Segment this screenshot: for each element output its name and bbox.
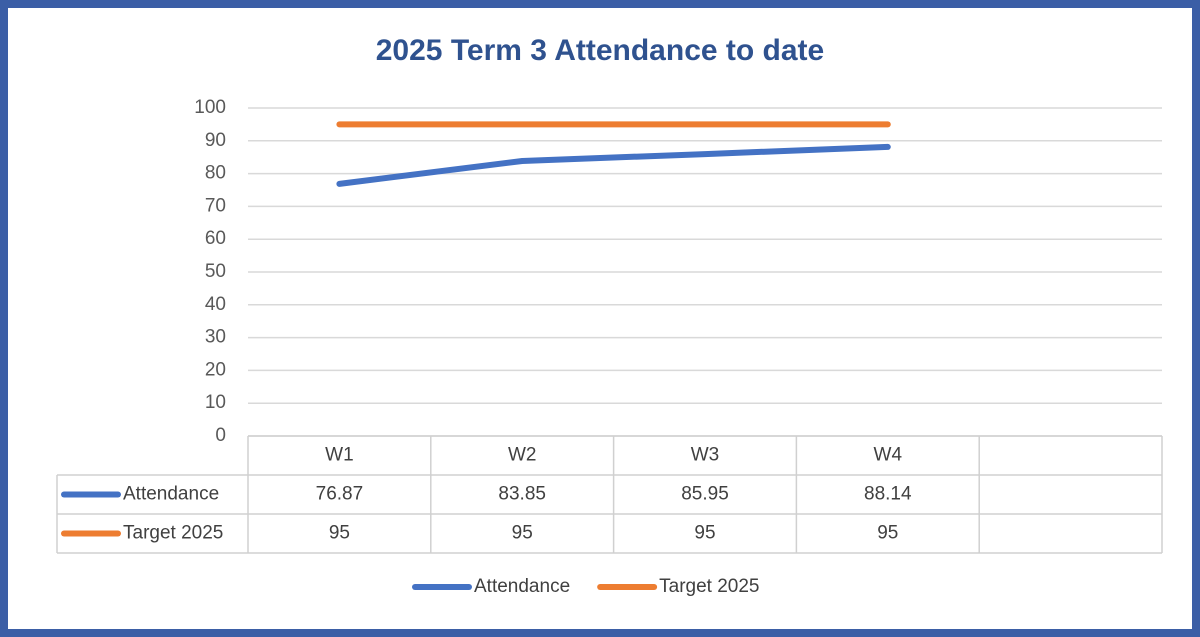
x-tick-label: W2 (508, 445, 537, 466)
y-tick-label: 40 (205, 294, 226, 315)
table-cell: 76.87 (316, 484, 364, 505)
y-tick-label: 10 (205, 392, 226, 413)
table-series-name: Target 2025 (123, 523, 223, 544)
legend-label: Attendance (474, 576, 570, 597)
y-tick-label: 100 (194, 97, 226, 118)
table-cell: 83.85 (498, 484, 546, 505)
x-tick-label: W4 (874, 445, 903, 466)
table-cell: 95 (512, 523, 533, 544)
series-line (336, 143, 891, 187)
table-cell: 95 (329, 523, 350, 544)
y-tick-label: 0 (215, 425, 226, 446)
table-series-name: Attendance (123, 484, 219, 505)
table-cell: 95 (877, 523, 898, 544)
chart-title: 2025 Term 3 Attendance to date (376, 34, 824, 67)
y-tick-label: 20 (205, 359, 226, 380)
table-cell: 95 (694, 523, 715, 544)
y-tick-label: 70 (205, 195, 226, 216)
y-tick-label: 30 (205, 327, 226, 348)
x-tick-label: W3 (691, 445, 720, 466)
table-cell: 85.95 (681, 484, 729, 505)
y-tick-label: 80 (205, 163, 226, 184)
y-tick-label: 50 (205, 261, 226, 282)
legend-label: Target 2025 (659, 576, 759, 597)
y-tick-label: 60 (205, 228, 226, 249)
y-tick-label: 90 (205, 130, 226, 151)
x-tick-label: W1 (325, 445, 354, 466)
table-cell: 88.14 (864, 484, 912, 505)
